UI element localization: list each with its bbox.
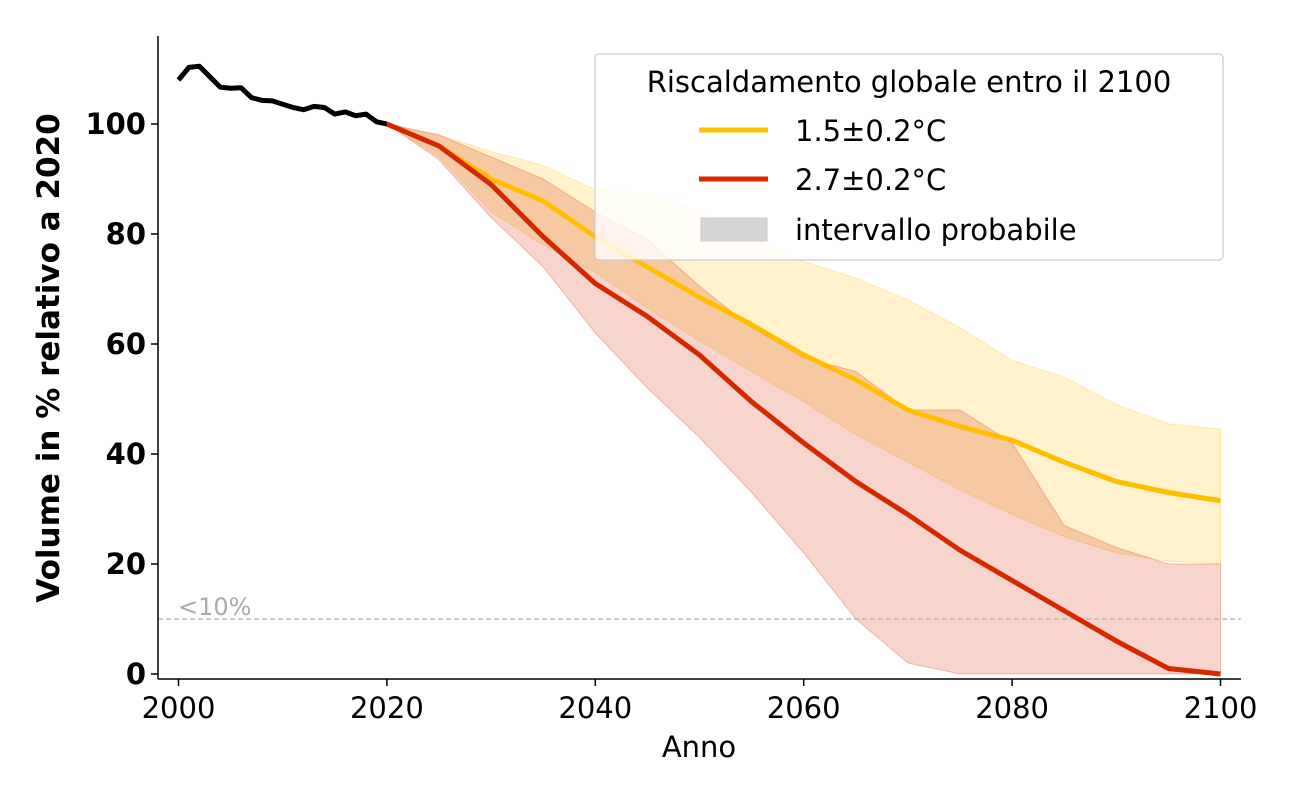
legend-title: Riscaldamento globale entro il 2100 — [647, 65, 1172, 99]
legend-frame — [594, 53, 1224, 261]
y-tick-label: 20 — [106, 547, 146, 581]
legend-swatch-range — [700, 217, 768, 242]
legend: Riscaldamento globale entro il 2100 1.5±… — [594, 53, 1224, 261]
y-tick-label: 0 — [126, 657, 146, 691]
x-tick-label: 2020 — [350, 691, 424, 725]
y-tick-label: 40 — [106, 437, 146, 471]
line-historical — [176, 63, 388, 127]
y-tick-label: 80 — [106, 217, 146, 251]
legend-label-2-7: 2.7±0.2°C — [795, 163, 946, 197]
y-axis-title: Volume in % relativo a 2020 — [31, 113, 67, 602]
line-2-7 — [385, 121, 1221, 677]
x-ticks: 2000 2020 2040 2060 2080 2100 — [142, 679, 1258, 725]
line-1-5 — [385, 121, 1221, 504]
legend-label-1-5: 1.5±0.2°C — [795, 114, 946, 148]
x-tick-label: 2080 — [975, 691, 1049, 725]
y-tick-label: 60 — [106, 327, 146, 361]
x-axis-title: Anno — [662, 730, 736, 764]
x-tick-label: 2000 — [142, 691, 216, 725]
series-lines — [176, 63, 1221, 677]
x-tick-label: 2040 — [558, 691, 632, 725]
y-tick-label: 100 — [85, 107, 146, 141]
band-2-7 — [386, 123, 1221, 675]
x-tick-label: 2100 — [1184, 691, 1258, 725]
reference-label: <10% — [178, 593, 251, 621]
y-ticks: 0 20 40 60 80 100 — [85, 107, 158, 691]
x-tick-label: 2060 — [767, 691, 841, 725]
legend-label-range: intervallo probabile — [795, 213, 1077, 247]
